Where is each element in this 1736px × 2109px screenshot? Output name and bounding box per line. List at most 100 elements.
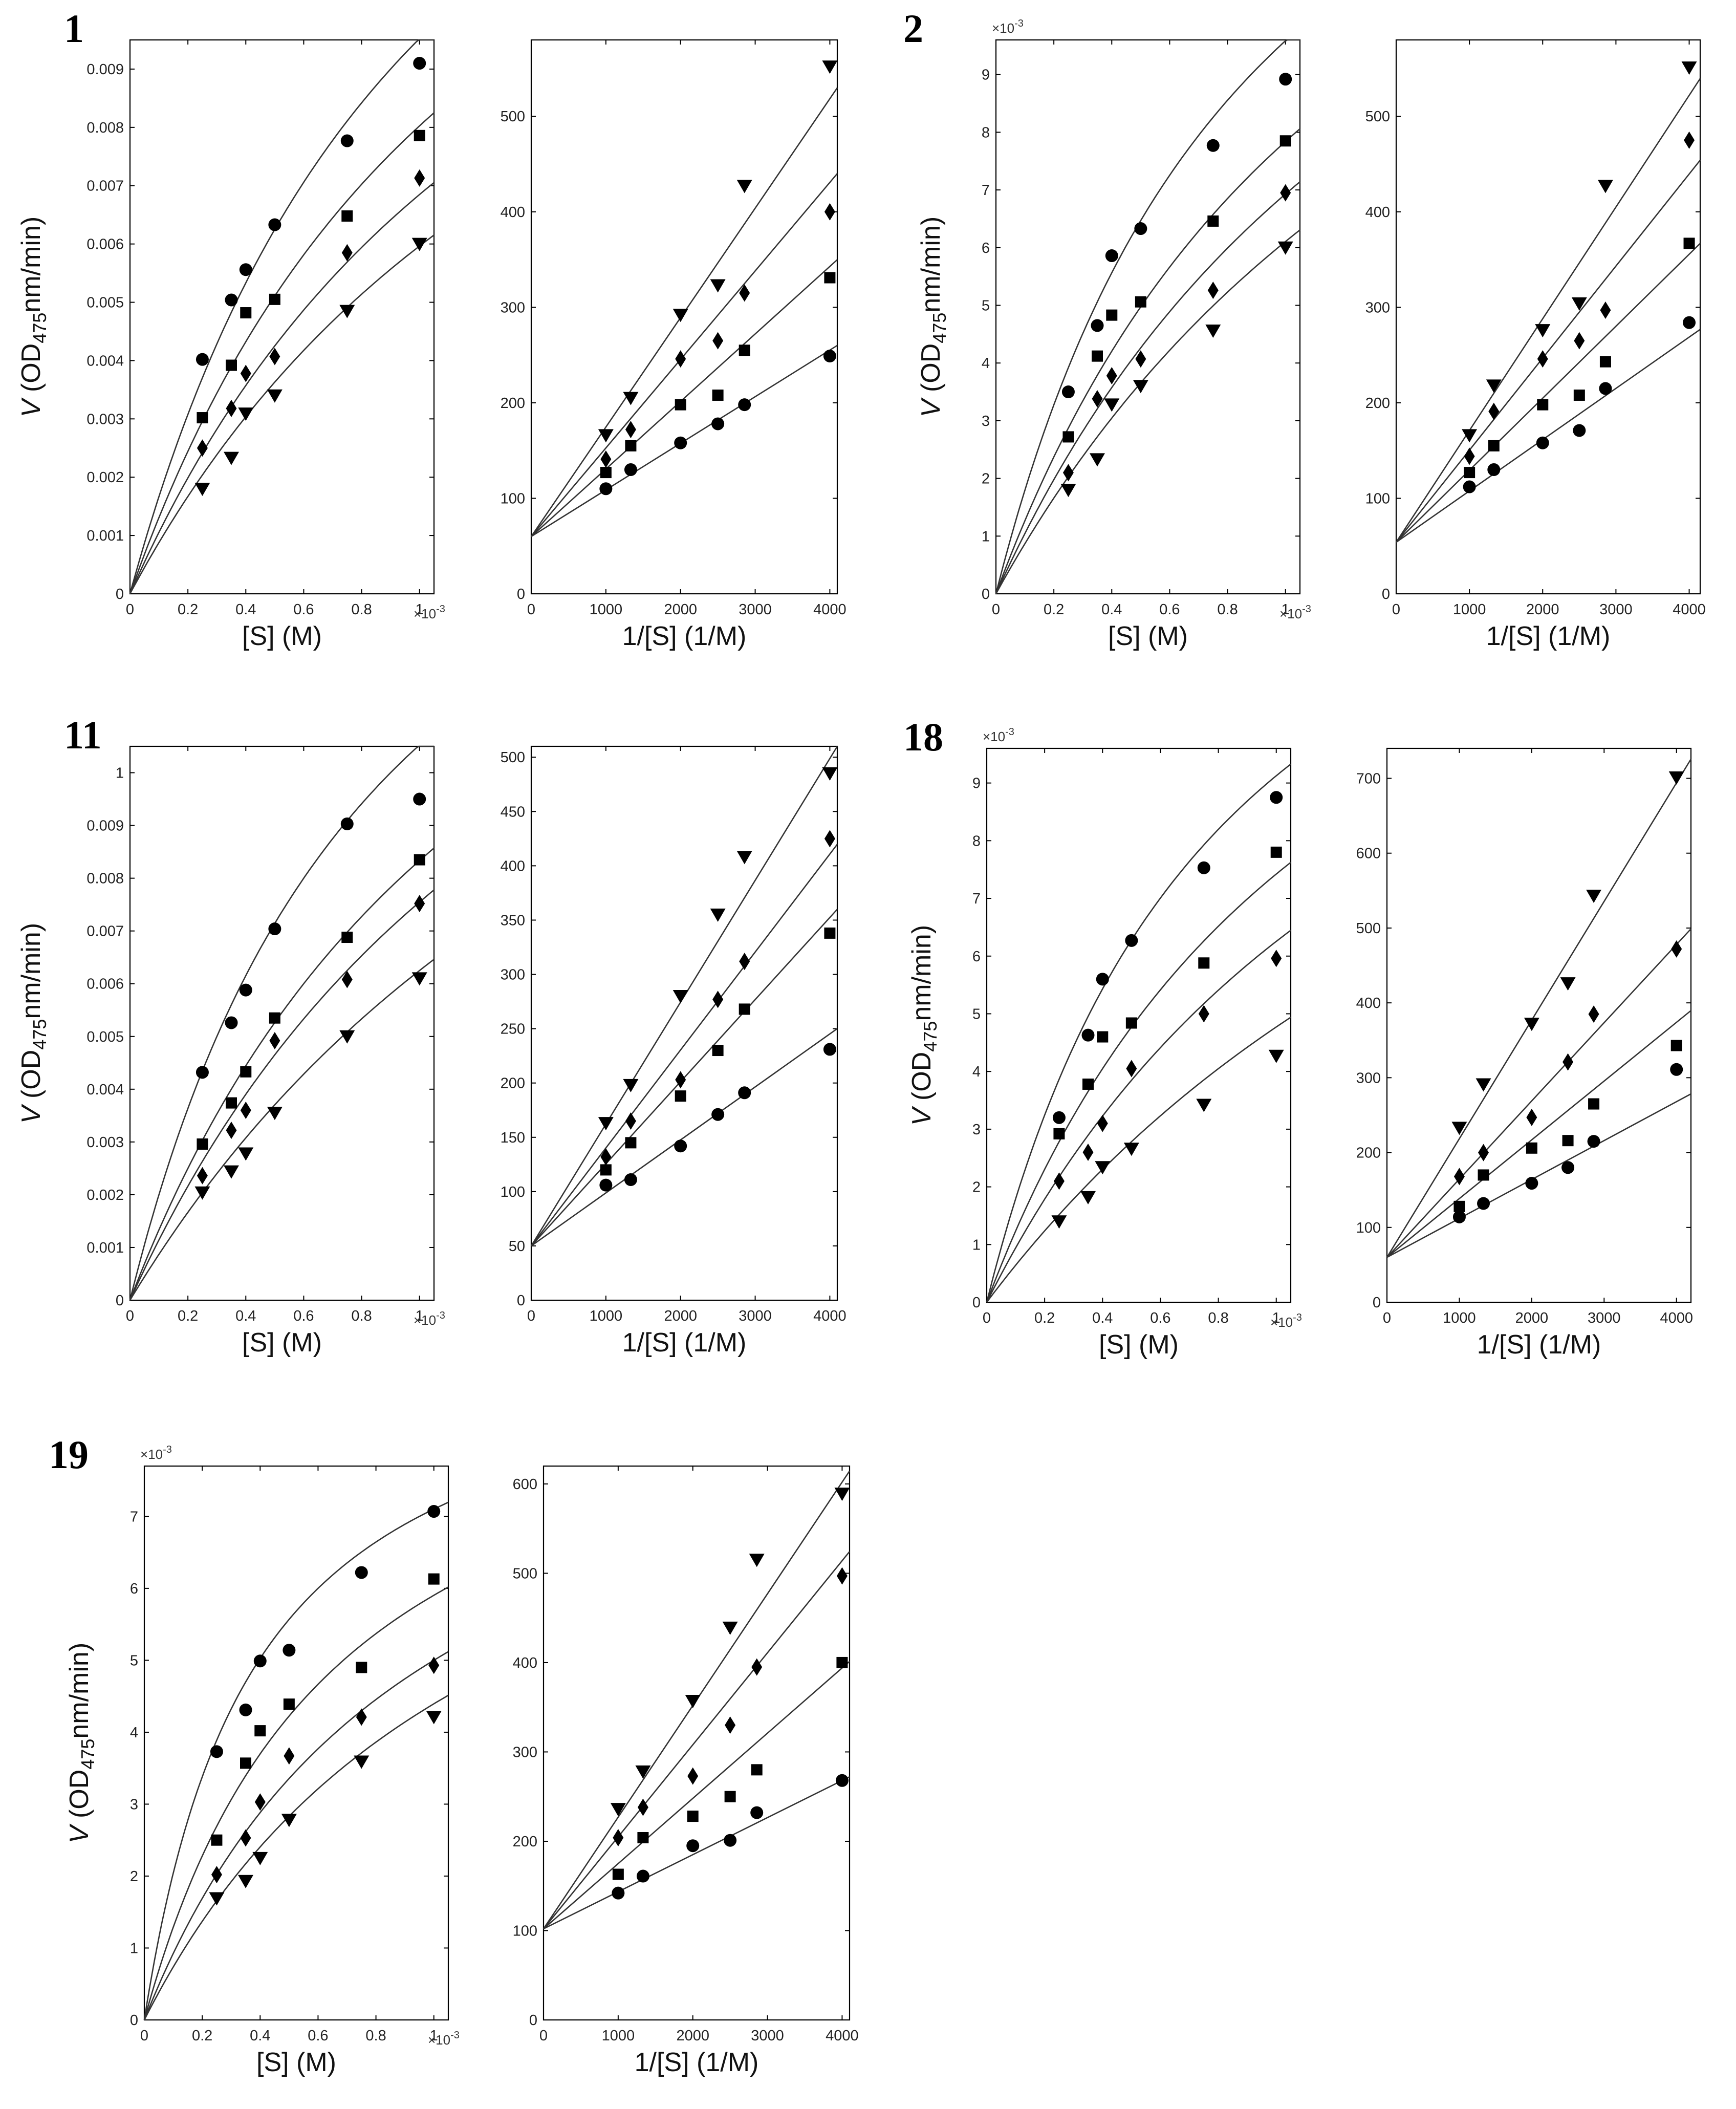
y-tick-label: 0.001 [86,1240,124,1256]
y-tick-label: 0.006 [86,976,124,993]
y-tick-label: 100 [513,1923,537,1939]
fit-line-diamond [530,844,838,1246]
point-square [211,1834,223,1846]
point-square [226,359,237,371]
point-diamond [613,1828,624,1846]
point-triangle [1524,1018,1539,1031]
point-square [675,1090,686,1102]
point-triangle [710,279,726,293]
x-tick-label: 0 [983,1310,991,1326]
x-tick-label: 4000 [813,1308,847,1324]
point-square [625,440,637,451]
point-diamond [1097,1114,1108,1132]
point-square [240,307,252,319]
point-triangle [267,389,283,403]
y-tick-label: 0.007 [86,923,124,940]
point-diamond [1464,447,1475,465]
y-tick-label: 500 [501,109,525,125]
point-circle [750,1806,764,1819]
point-triangle [610,1803,626,1817]
point-diamond [1280,184,1291,202]
x-tick-label: 0.8 [351,601,372,618]
point-circle [674,1139,687,1153]
point-triangle [426,1711,442,1725]
point-triangle [623,392,639,405]
point-triangle [722,1621,738,1635]
point-circle [253,1654,267,1668]
y-tick-label: 600 [513,1476,537,1493]
y-axis-multiplier: ×10-3 [992,18,1024,36]
chart-18-lb: 0 1000 2000 3000 4000 0 100 200 300 400 500 600 700 1… [1356,747,1693,1360]
point-triangle [339,305,355,318]
point-circle [738,398,751,412]
point-circle [1487,463,1501,476]
point-diamond [1053,1172,1065,1190]
y-tick-label: 0.002 [86,469,124,486]
y-axis-title: V (OD475nm/min) [16,217,50,417]
x-axis-title: [S] (M) [242,1328,322,1358]
point-square [739,1003,750,1015]
fit-curve-triangle [986,1017,1291,1303]
x-axis-title: 1/[S] (1/M) [1486,621,1611,651]
point-circle [636,1869,649,1883]
point-circle [1452,1210,1466,1223]
fit-line-triangle [1386,759,1692,1258]
x-axis-title: [S] (M) [256,2048,336,2077]
plot-frame [995,39,1301,595]
y-tick-label: 50 [509,1238,525,1255]
x-tick-label: 3000 [739,1308,772,1324]
point-circle [724,1834,737,1847]
y-axis-multiplier: ×10-3 [140,1444,172,1462]
point-diamond [687,1767,699,1785]
x-tick-label: 1000 [590,1308,623,1324]
chart-19-lb: 0 1000 2000 3000 4000 0 100 200 300 400 500 600 1/[S… [513,1465,859,2077]
point-square [675,399,686,411]
y-tick-label: 500 [1365,109,1390,125]
y-tick-label: 100 [501,490,525,507]
panel-label: 11 [64,713,102,757]
point-diamond [739,953,750,971]
point-triangle [411,238,427,251]
chart-19: 0 0.2 0.4 0.6 0.8 1 0 1 2 3 4 5 6 7 [S] (M) V (OD475nm/… [49,1432,460,2077]
point-diamond [1106,367,1117,384]
y-tick-label: 0.002 [86,1187,124,1203]
point-diamond [240,1102,251,1120]
point-circle [1197,861,1210,874]
fit-line-circle [543,1776,850,1930]
y-tick-label: 7 [982,182,990,199]
point-circle [711,1108,725,1121]
x-tick-label: 4000 [1660,1310,1693,1326]
point-diamond [712,332,724,350]
point-circle [268,922,281,936]
x-tick-label: 0.8 [1208,1310,1228,1326]
x-tick-label: 0.4 [235,601,256,618]
point-diamond [269,1032,280,1050]
x-tick-label: 0 [527,1308,535,1324]
y-tick-label: 7 [972,891,981,907]
point-circle [1463,480,1476,493]
point-circle [1477,1197,1490,1210]
point-square [751,1764,763,1776]
fit-curve-circle [986,763,1291,1303]
point-circle [1573,424,1586,437]
fit-line-diamond [542,1551,851,1929]
y-tick-label: 1 [982,528,990,545]
point-triangle [1268,1049,1284,1063]
x-tick-label: 0.6 [1159,601,1180,618]
y-tick-label: 0 [130,2012,138,2029]
y-tick-label: 1 [972,1237,981,1253]
point-square [1588,1098,1600,1110]
x-tick-label: 1000 [590,601,623,618]
fit-curve-square [129,112,435,594]
y-tick-label: 9 [972,776,981,792]
point-triangle [194,482,210,496]
plot-frame [530,39,838,595]
point-square [197,1138,208,1150]
fit-curve-square [143,1586,449,2020]
x-axis-title: [S] (M) [1099,1330,1179,1360]
x-tick-label: 2000 [1526,601,1559,618]
fit-curve-triangle [995,229,1300,594]
point-circle [599,1178,613,1192]
y-tick-label: 5 [972,1006,981,1022]
point-triangle [598,1117,614,1131]
